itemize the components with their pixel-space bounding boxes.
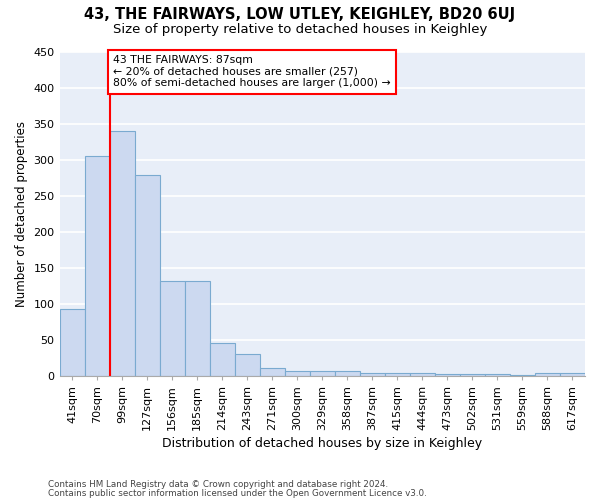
Bar [535,373,560,376]
Bar [235,354,260,376]
Text: 43 THE FAIRWAYS: 87sqm
← 20% of detached houses are smaller (257)
80% of semi-de: 43 THE FAIRWAYS: 87sqm ← 20% of detached… [113,55,391,88]
Text: Contains public sector information licensed under the Open Government Licence v3: Contains public sector information licen… [48,488,427,498]
Bar [134,176,160,376]
Bar [285,371,310,376]
Bar [110,131,134,376]
Text: Contains HM Land Registry data © Crown copyright and database right 2024.: Contains HM Land Registry data © Crown c… [48,480,388,489]
Bar [385,373,410,376]
Bar [410,373,435,376]
X-axis label: Distribution of detached houses by size in Keighley: Distribution of detached houses by size … [162,437,482,450]
Bar [59,309,85,376]
Y-axis label: Number of detached properties: Number of detached properties [15,120,28,306]
Bar [360,373,385,376]
Bar [485,374,510,376]
Bar [185,282,209,376]
Bar [260,368,285,376]
Bar [435,374,460,376]
Text: Size of property relative to detached houses in Keighley: Size of property relative to detached ho… [113,22,487,36]
Bar [460,374,485,376]
Bar [209,342,235,376]
Bar [310,371,335,376]
Bar [85,156,110,376]
Bar [560,373,585,376]
Bar [160,282,185,376]
Text: 43, THE FAIRWAYS, LOW UTLEY, KEIGHLEY, BD20 6UJ: 43, THE FAIRWAYS, LOW UTLEY, KEIGHLEY, B… [85,8,515,22]
Bar [510,375,535,376]
Bar [335,371,360,376]
